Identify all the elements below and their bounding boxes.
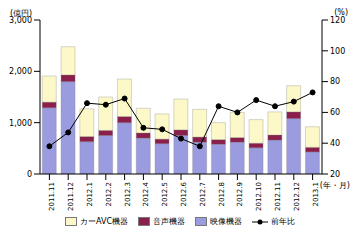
svg-text:2012.10: 2012.10 [255, 182, 263, 211]
svg-text:2012.2: 2012.2 [105, 182, 113, 207]
svg-text:2012.12: 2012.12 [293, 182, 301, 211]
svg-text:2012.4: 2012.4 [142, 181, 150, 206]
svg-text:2012.7: 2012.7 [199, 182, 207, 207]
svg-text:2011.11: 2011.11 [48, 182, 56, 211]
html-text:音声機器: 音声機器 [153, 217, 185, 226]
svg-text:20: 20 [330, 170, 340, 179]
svg-text:3,000: 3,000 [9, 16, 32, 25]
html-text:(億円): (億円) [10, 9, 33, 18]
svg-text:1,000: 1,000 [9, 119, 32, 128]
svg-text:2012.1: 2012.1 [86, 182, 94, 207]
html-text:映像機器: 映像機器 [210, 217, 242, 226]
svg-text:100: 100 [330, 47, 345, 56]
svg-text:2012.5: 2012.5 [161, 182, 169, 207]
svg-text:0: 0 [27, 170, 32, 179]
svg-text:40: 40 [330, 139, 340, 148]
svg-text:2012.8: 2012.8 [218, 182, 226, 207]
svg-text:60: 60 [330, 108, 340, 117]
svg-text:2012.3: 2012.3 [124, 182, 132, 207]
html-text:前年比: 前年比 [271, 217, 295, 226]
svg-text:2011.12: 2011.12 [67, 182, 75, 211]
svg-text:2013.1: 2013.1 [312, 182, 320, 207]
svg-text:120: 120 [330, 16, 345, 25]
svg-text:2012.9: 2012.9 [236, 182, 244, 207]
svg-text:2,000: 2,000 [9, 67, 32, 76]
html-text:(年・月): (年・月) [319, 181, 350, 190]
svg-text:80: 80 [330, 77, 340, 86]
svg-text:2012.11: 2012.11 [274, 182, 282, 211]
html-text:カーAVC機器: カーAVC機器 [80, 217, 128, 226]
svg-text:2012.6: 2012.6 [180, 181, 188, 206]
